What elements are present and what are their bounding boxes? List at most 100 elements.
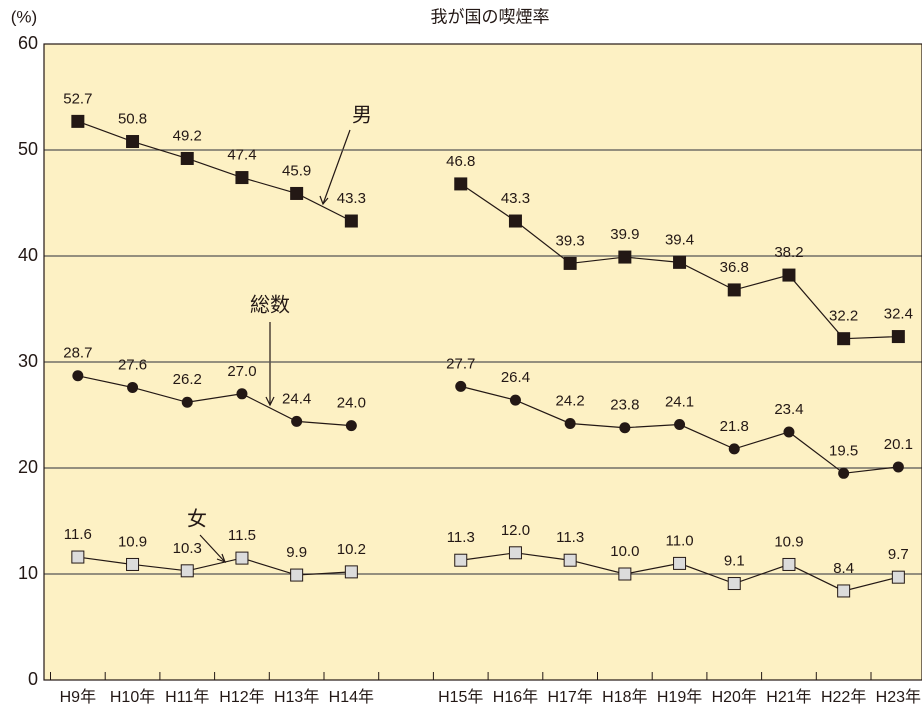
data-label: 11.3 <box>556 529 584 546</box>
x-tick-label: H19年 <box>657 688 702 706</box>
data-label: 23.4 <box>774 401 803 418</box>
y-tick-label: 30 <box>18 351 38 371</box>
data-label: 26.4 <box>501 369 530 386</box>
marker <box>180 151 194 165</box>
data-label: 12.0 <box>501 522 530 539</box>
annotation: 女 <box>187 507 207 530</box>
marker <box>837 584 851 598</box>
marker <box>71 550 85 564</box>
data-label: 21.8 <box>720 418 749 435</box>
data-label: 46.8 <box>446 153 475 170</box>
marker <box>236 388 248 400</box>
marker <box>345 420 357 432</box>
marker <box>235 171 249 185</box>
marker <box>291 415 303 427</box>
marker <box>891 330 905 344</box>
data-label: 11.5 <box>228 527 256 544</box>
marker <box>782 268 796 282</box>
data-label: 39.3 <box>556 232 585 249</box>
data-label: 24.4 <box>282 390 311 407</box>
marker <box>563 553 577 567</box>
data-label: 9.1 <box>724 553 745 570</box>
annotation: 総数 <box>250 293 290 316</box>
data-label: 11.0 <box>666 532 694 549</box>
marker <box>728 443 740 455</box>
data-label: 10.9 <box>118 533 147 550</box>
chart-title: 我が国の喫煙率 <box>431 7 550 26</box>
x-tick-label: H9年 <box>60 688 96 706</box>
data-label: 24.0 <box>337 395 366 412</box>
marker <box>71 114 85 128</box>
data-label: 45.9 <box>282 162 311 179</box>
data-label: 9.7 <box>888 546 909 563</box>
marker <box>727 283 741 297</box>
x-tick-label: H16年 <box>493 688 538 706</box>
data-label: 43.3 <box>337 190 366 207</box>
marker <box>618 567 632 581</box>
marker <box>782 557 796 571</box>
data-label: 39.9 <box>610 226 639 243</box>
data-label: 24.1 <box>665 394 694 411</box>
data-label: 52.7 <box>63 90 92 107</box>
x-tick-label: H11年 <box>165 688 209 706</box>
data-label: 10.2 <box>337 541 366 558</box>
y-axis-label: (%) <box>11 7 37 26</box>
data-label: 49.2 <box>173 127 202 144</box>
data-label: 27.6 <box>118 356 147 373</box>
marker <box>508 546 522 560</box>
x-tick-label: H20年 <box>712 688 757 706</box>
marker <box>181 396 193 408</box>
y-tick-label: 60 <box>18 33 38 53</box>
data-label: 19.5 <box>829 442 858 459</box>
x-tick-label: H12年 <box>219 688 264 706</box>
marker <box>454 177 468 191</box>
data-label: 11.6 <box>64 526 92 543</box>
x-tick-label: H22年 <box>821 688 866 706</box>
data-label: 50.8 <box>118 110 147 127</box>
data-label: 8.4 <box>833 560 854 577</box>
data-label: 24.2 <box>556 392 585 409</box>
data-label: 23.8 <box>610 397 639 414</box>
data-label: 38.2 <box>774 244 803 261</box>
y-tick-label: 10 <box>18 563 38 583</box>
x-tick-label: H23年 <box>876 688 921 706</box>
marker <box>838 467 850 479</box>
data-label: 27.7 <box>446 355 475 372</box>
y-tick-label: 40 <box>18 245 38 265</box>
marker <box>508 214 522 228</box>
data-label: 32.4 <box>884 306 913 323</box>
data-label: 27.0 <box>227 363 256 380</box>
marker <box>891 570 905 584</box>
marker <box>290 186 304 200</box>
marker <box>564 417 576 429</box>
data-label: 39.4 <box>665 231 694 248</box>
data-label: 36.8 <box>720 259 749 276</box>
marker <box>619 422 631 434</box>
marker <box>180 564 194 578</box>
data-label: 43.3 <box>501 190 530 207</box>
data-label: 10.0 <box>610 543 639 560</box>
marker <box>455 380 467 392</box>
marker <box>563 256 577 270</box>
x-tick-label: H18年 <box>602 688 647 706</box>
data-label: 26.2 <box>173 371 202 388</box>
marker <box>235 551 249 565</box>
annotation: 男 <box>352 104 372 126</box>
x-tick-label: H14年 <box>329 688 374 706</box>
marker <box>126 135 140 149</box>
marker <box>673 255 687 269</box>
y-tick-label: 20 <box>18 457 38 477</box>
marker <box>344 565 358 579</box>
marker <box>892 461 904 473</box>
data-label: 9.9 <box>286 544 307 561</box>
data-label: 20.1 <box>884 436 913 453</box>
marker <box>837 332 851 346</box>
x-tick-label: H21年 <box>766 688 811 706</box>
data-label: 47.4 <box>227 147 256 164</box>
marker <box>126 557 140 571</box>
data-label: 10.9 <box>774 533 803 550</box>
marker <box>127 381 139 393</box>
marker <box>454 553 468 567</box>
marker <box>509 394 521 406</box>
